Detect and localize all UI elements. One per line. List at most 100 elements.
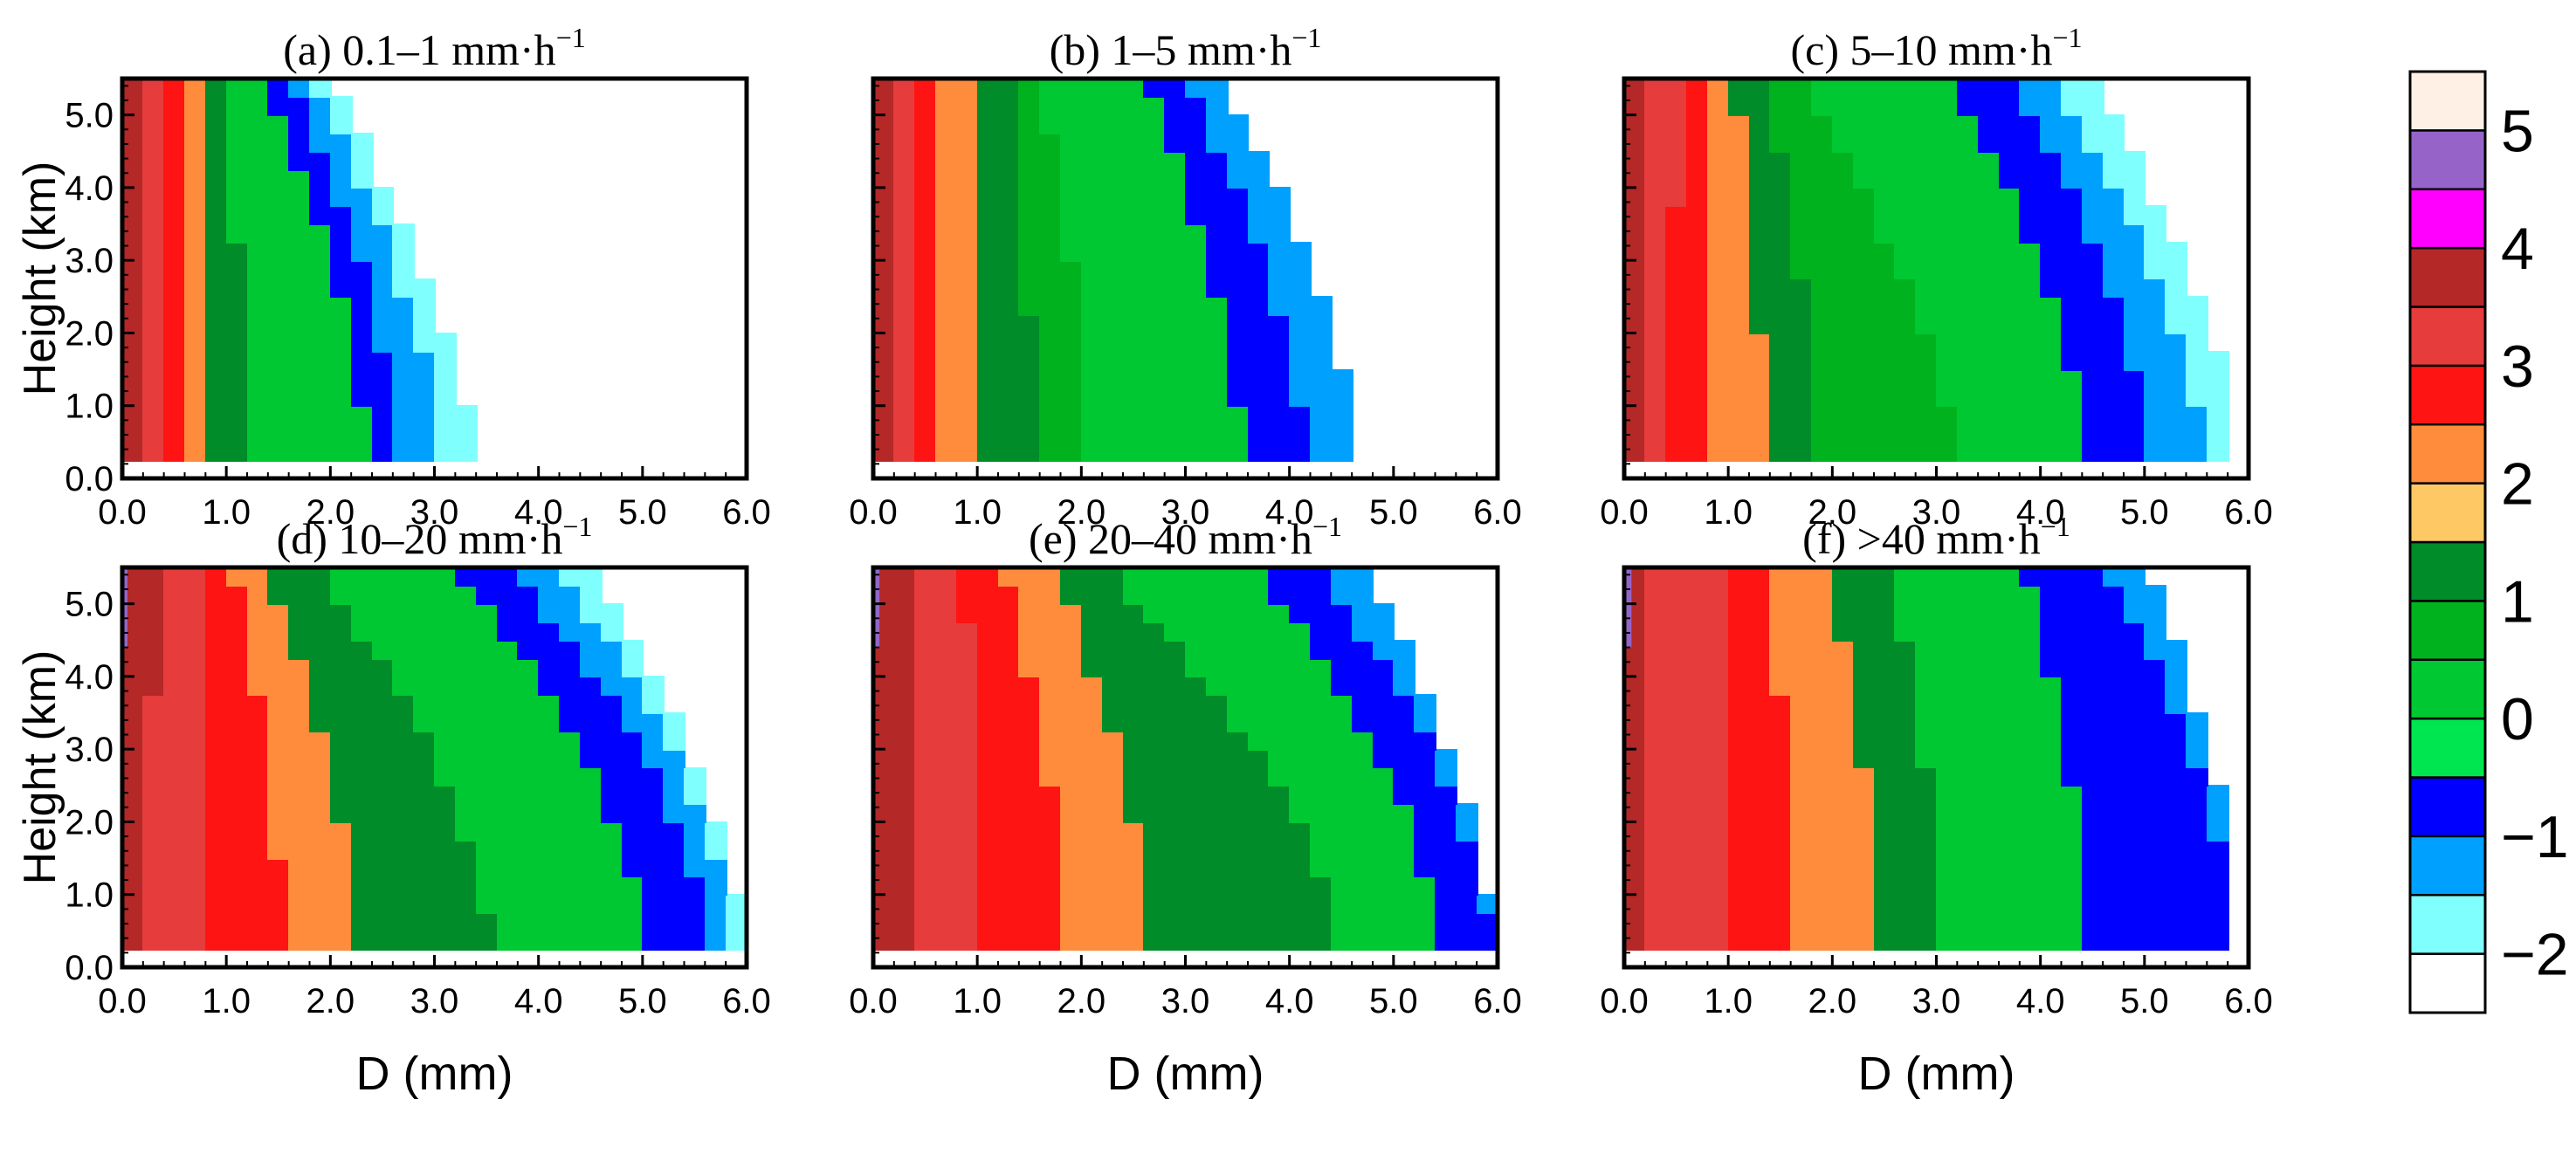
field-cell: [1289, 442, 1312, 462]
field-cell: [1853, 423, 1875, 443]
field-cell: [935, 205, 958, 225]
field-cell: [1164, 423, 1187, 443]
field-cell: [1936, 296, 1959, 316]
field-cell: [1644, 603, 1667, 623]
field-cell: [1289, 603, 1312, 623]
field-cell: [2082, 314, 2104, 334]
field-cell: [1957, 442, 1980, 462]
field-cell: [226, 133, 248, 153]
field-cell: [122, 749, 144, 768]
field-cell: [1999, 333, 2021, 353]
field-cell: [956, 931, 979, 951]
field-cell: [1039, 205, 1062, 225]
field-cell: [1874, 585, 1896, 605]
field-cell: [309, 640, 332, 660]
field-cell: [1707, 169, 1730, 189]
field-cell: [2061, 640, 2084, 660]
field-cell: [1123, 187, 1145, 207]
field-cell: [1853, 314, 1875, 334]
field-cell: [288, 442, 311, 462]
field-cell: [1039, 260, 1062, 279]
field-cell: [935, 79, 958, 98]
field-cell: [1894, 79, 1917, 98]
field-cell: [2019, 658, 2042, 677]
field-cell: [956, 423, 979, 443]
field-cell: [1123, 169, 1145, 189]
field-cell: [642, 803, 665, 823]
field-cell: [163, 640, 186, 660]
field-cell: [142, 876, 165, 896]
field-cell: [2144, 712, 2166, 732]
field-cell: [1832, 260, 1855, 279]
field-cell: [1248, 622, 1270, 642]
field-cell: [1894, 278, 1917, 298]
field-cell: [392, 803, 415, 823]
field-cell: [601, 840, 623, 860]
field-cell: [1915, 658, 1938, 677]
field-cell: [1644, 712, 1667, 732]
field-cell: [1665, 731, 1688, 751]
field-cell: [538, 912, 561, 932]
field-cell: [873, 821, 895, 842]
field-cell: [1686, 640, 1709, 660]
field-cell: [2061, 369, 2084, 388]
field-cell: [163, 260, 186, 279]
field-cell: [351, 260, 374, 279]
field-cell: [1894, 133, 1917, 153]
field-cell: [935, 876, 958, 896]
field-cell: [184, 712, 207, 732]
field-cell: [1915, 260, 1938, 279]
x-tick-label: 1.0: [202, 982, 251, 1020]
panel-title: (b) 1–5 mm·h−1: [1050, 22, 1322, 74]
field-cell: [142, 803, 165, 823]
field-cell: [309, 767, 332, 787]
field-cell: [372, 187, 394, 207]
field-cell: [1790, 333, 1813, 353]
field-cell: [1894, 640, 1917, 660]
field-cell: [184, 205, 207, 225]
field-cell: [1414, 840, 1436, 860]
field-cell: [1456, 840, 1478, 860]
field-cell: [1206, 260, 1229, 279]
field-cell: [372, 278, 394, 298]
field-cell: [1123, 658, 1145, 677]
field-cell: [2103, 931, 2125, 951]
field-cell: [998, 858, 1020, 877]
field-cell: [1686, 894, 1709, 914]
field-cell: [1811, 585, 1834, 605]
field-cell: [1894, 223, 1917, 244]
field-cell: [1707, 333, 1730, 353]
field-cell: [1164, 731, 1187, 751]
x-tick-label: 1.0: [953, 493, 1002, 532]
field-cell: [1728, 405, 1750, 425]
field-cell: [1102, 840, 1124, 860]
field-cell: [601, 785, 623, 805]
field-cell: [1749, 603, 1771, 623]
field-cell: [247, 96, 269, 116]
field-cell: [1957, 369, 1980, 388]
field-cell: [893, 333, 916, 353]
field-cell: [622, 894, 644, 914]
field-cell: [2019, 405, 2042, 425]
field-cell: [1060, 242, 1083, 262]
field-cell: [1206, 223, 1229, 244]
field-cell: [893, 894, 916, 914]
field-cell: [1018, 821, 1041, 842]
field-cell: [1936, 242, 1959, 262]
field-cell: [1185, 858, 1208, 877]
field-cell: [1624, 205, 1646, 225]
field-cell: [1060, 858, 1083, 877]
field-cell: [267, 876, 290, 896]
field-cell: [184, 333, 207, 353]
field-cell: [288, 731, 311, 751]
field-cell: [497, 731, 519, 751]
field-cell: [497, 712, 519, 732]
colorbar-label: 5: [2501, 98, 2534, 164]
field-cell: [1978, 314, 2000, 334]
field-cell: [893, 712, 916, 732]
field-cell: [663, 821, 685, 842]
field-cell: [580, 694, 603, 714]
field-cell: [1832, 821, 1855, 842]
field-cell: [1707, 676, 1730, 696]
field-cell: [1957, 223, 1980, 244]
